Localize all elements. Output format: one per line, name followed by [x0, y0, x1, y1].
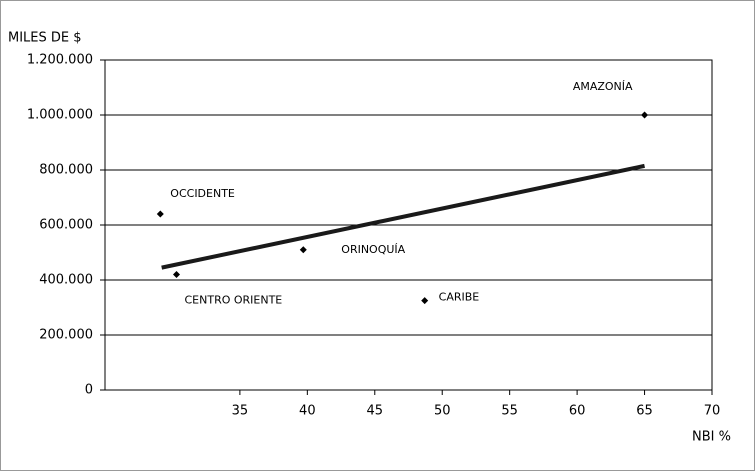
y-tick-label: 200.000	[39, 328, 93, 343]
point-label: OCCIDENTE	[170, 187, 235, 200]
x-tick-label: 70	[704, 404, 721, 419]
x-axis-label: NBI %	[692, 430, 731, 445]
y-tick-label: 0	[85, 383, 93, 398]
x-tick-label: 60	[569, 404, 586, 419]
x-tick-label: 40	[299, 404, 316, 419]
point-label: ORINOQUÍA	[341, 243, 405, 256]
data-point	[299, 246, 307, 254]
x-tick-label: 35	[232, 404, 249, 419]
y-tick-label: 800.000	[39, 163, 93, 178]
x-tick-label: 50	[434, 404, 451, 419]
point-label: CARIBE	[439, 291, 480, 304]
y-axis-label: MILES DE $	[8, 31, 82, 46]
point-label: AMAZONÍA	[573, 80, 633, 93]
y-tick-label: 600.000	[39, 218, 93, 233]
x-tick-label: 65	[636, 404, 653, 419]
data-point	[156, 210, 164, 218]
data-point	[421, 297, 429, 305]
y-tick-label: 1.200.000	[27, 53, 93, 68]
x-tick-label: 45	[367, 404, 384, 419]
y-tick-label: 400.000	[39, 273, 93, 288]
x-tick-label: 55	[501, 404, 518, 419]
data-point	[172, 271, 180, 278]
point-label: CENTRO ORIENTE	[184, 294, 282, 307]
y-tick-label: 1.000.000	[27, 108, 93, 123]
trendline	[161, 163, 645, 270]
data-point	[641, 111, 649, 119]
